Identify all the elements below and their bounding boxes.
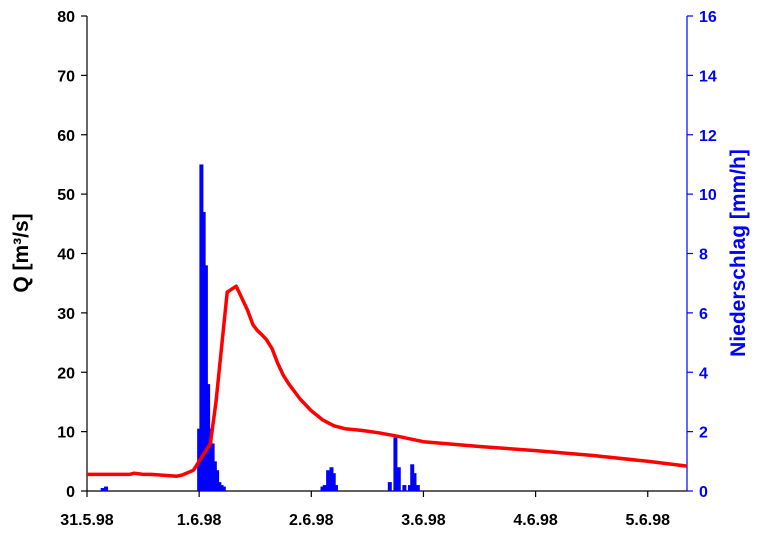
y-right-tick-label: 2 bbox=[699, 425, 708, 442]
y-right-tick-label: 12 bbox=[699, 128, 717, 145]
y-right-tick-label: 10 bbox=[699, 187, 717, 204]
precipitation-bar bbox=[203, 265, 208, 491]
precipitation-bar bbox=[215, 470, 220, 491]
precipitation-bars bbox=[100, 164, 420, 491]
precipitation-bar bbox=[396, 467, 401, 491]
precipitation-bar bbox=[415, 485, 420, 491]
precipitation-bar bbox=[333, 485, 338, 491]
precipitation-bar bbox=[322, 485, 327, 491]
y-right-tick-label: 0 bbox=[699, 484, 708, 501]
precipitation-bar bbox=[212, 461, 217, 491]
y-left-tick-label: 0 bbox=[66, 484, 75, 501]
x-tick-label: 5.6.98 bbox=[626, 512, 671, 529]
y-left-tick-label: 50 bbox=[57, 187, 75, 204]
y-axis-right-label: Niederschlag [mm/h] bbox=[727, 149, 750, 357]
x-tick-label: 1.6.98 bbox=[177, 512, 222, 529]
y-right-tick-label: 14 bbox=[699, 68, 717, 85]
y-left-tick-label: 80 bbox=[57, 9, 75, 26]
precipitation-bar bbox=[393, 437, 398, 491]
x-tick-label: 4.6.98 bbox=[513, 512, 558, 529]
precipitation-bar bbox=[410, 464, 415, 491]
y-left-tick-label: 20 bbox=[57, 365, 75, 382]
precipitation-bar bbox=[201, 211, 206, 491]
discharge-line bbox=[87, 284, 688, 478]
precipitation-bar bbox=[331, 473, 336, 491]
tick-labels-group: 0 10 20 30 40 50 60 70 80 0 2 4 6 8 10 12 14 16 31.5.98 1.6… bbox=[57, 9, 717, 529]
x-tick-label: 3.6.98 bbox=[401, 512, 446, 529]
x-tick-label: 2.6.98 bbox=[289, 512, 334, 529]
axes-group bbox=[81, 15, 693, 497]
y-left-tick-label: 10 bbox=[57, 425, 75, 442]
precipitation-bar bbox=[100, 488, 105, 491]
x-tick-label: 31.5.98 bbox=[60, 512, 113, 529]
precipitation-bar bbox=[221, 486, 226, 491]
precipitation-bar bbox=[387, 482, 392, 491]
precipitation-bar bbox=[199, 164, 204, 491]
y-right-tick-label: 16 bbox=[699, 9, 717, 26]
precipitation-bar bbox=[320, 486, 325, 491]
precipitation-bar bbox=[217, 482, 222, 491]
y-left-tick-label: 60 bbox=[57, 128, 75, 145]
precipitation-bar bbox=[208, 428, 213, 491]
y-left-tick-label: 40 bbox=[57, 247, 75, 264]
y-axis-left-label: Q [m³/s] bbox=[10, 213, 33, 292]
y-right-tick-label: 4 bbox=[699, 365, 708, 382]
precipitation-bar bbox=[326, 470, 331, 491]
y-right-tick-label: 6 bbox=[699, 306, 708, 323]
precipitation-bar bbox=[206, 384, 211, 491]
precipitation-bar bbox=[412, 473, 417, 491]
precipitation-bar bbox=[219, 485, 224, 491]
precipitation-bar bbox=[402, 485, 407, 491]
y-left-tick-label: 30 bbox=[57, 306, 75, 323]
y-right-tick-label: 8 bbox=[699, 247, 708, 264]
y-left-tick-label: 70 bbox=[57, 68, 75, 85]
precipitation-bar bbox=[329, 467, 334, 491]
precipitation-bar bbox=[210, 443, 215, 491]
precipitation-bar bbox=[407, 485, 412, 491]
discharge-line-group bbox=[87, 284, 688, 478]
precipitation-bar bbox=[104, 486, 109, 491]
